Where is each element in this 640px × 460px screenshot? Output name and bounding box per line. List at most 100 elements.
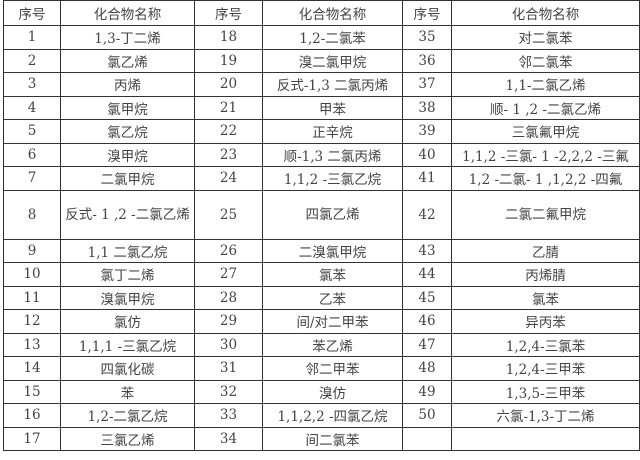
table-row: 1 1,3-丁二烯 18 1,2-二氯苯 35 对二氯苯 — [3, 25, 640, 50]
table-row: 16 1,2-二氯乙烷 33 1,1,2,2 -四氯乙烷 50 六氯-1,3-丁二烯 — [3, 403, 640, 428]
cell-number: 11 — [3, 285, 61, 310]
cell-compound-name: 甲苯 — [262, 95, 403, 120]
cell-compound-name: 1,2-二氯乙烷 — [60, 403, 195, 428]
cell-number: 2 — [3, 48, 61, 73]
table-row: 3 丙烯 20 反式-1,3 二氯丙烯 37 1,1-二氯乙烯 — [3, 72, 640, 97]
cell-number: 27 — [194, 262, 263, 287]
table-row: 2 氯乙烯 19 溴二氯甲烷 36 邻二氯苯 — [3, 48, 640, 73]
cell-compound-name: 1,1,2,2 -四氯乙烷 — [262, 403, 403, 428]
cell-compound-name: 间二氯苯 — [262, 426, 403, 451]
cell-compound-name: 乙腈 — [451, 238, 640, 263]
cell-compound-name: 对二氯苯 — [451, 25, 640, 50]
cell-compound-name: 1,2,4-三氯苯 — [451, 332, 640, 357]
cell-compound-name: 1,1-二氯乙烯 — [451, 72, 640, 97]
cell-compound-name — [451, 426, 640, 451]
cell-number: 12 — [3, 309, 61, 334]
cell-number: 10 — [3, 262, 61, 287]
cell-compound-name: 苯 — [60, 379, 195, 404]
cell-compound-name: 氯苯 — [451, 285, 640, 310]
cell-compound-name: 1,3-丁二烯 — [60, 25, 195, 50]
cell-number: 44 — [402, 262, 452, 287]
cell-compound-name: 溴氯甲烷 — [60, 285, 195, 310]
cell-compound-name: 丙烯腈 — [451, 262, 640, 287]
cell-number: 7 — [3, 166, 61, 191]
cell-number: 30 — [194, 332, 263, 357]
cell-compound-name: 反式- 1 ,2 -二氯乙烯 — [60, 189, 195, 240]
cell-number: 20 — [194, 72, 263, 97]
cell-number: 17 — [3, 426, 61, 451]
cell-compound-name: 顺-1,3 二氯丙烯 — [262, 142, 403, 167]
cell-number: 9 — [3, 238, 61, 263]
header-compound-name: 化合物名称 — [451, 0, 640, 26]
cell-compound-name: 丙烯 — [60, 72, 195, 97]
cell-number: 46 — [402, 309, 452, 334]
cell-compound-name: 1,2 -二氯- 1 ,1,2,2 -四氟 — [451, 166, 640, 191]
cell-compound-name: 苯乙烯 — [262, 332, 403, 357]
cell-compound-name: 三氯氟甲烷 — [451, 119, 640, 144]
cell-compound-name: 二氯二氟甲烷 — [451, 189, 640, 240]
cell-number: 49 — [402, 379, 452, 404]
cell-compound-name: 1,2,4-三甲苯 — [451, 356, 640, 381]
header-compound-name: 化合物名称 — [60, 0, 195, 26]
cell-number: 26 — [194, 238, 263, 263]
cell-number: 33 — [194, 403, 263, 428]
cell-compound-name: 氯苯 — [262, 262, 403, 287]
table-row: 17 三氯乙烯 34 间二氯苯 — [3, 426, 640, 451]
cell-compound-name: 氯仿 — [60, 309, 195, 334]
cell-number: 37 — [402, 72, 452, 97]
cell-compound-name: 氯甲烷 — [60, 95, 195, 120]
header-compound-name: 化合物名称 — [262, 0, 403, 26]
cell-number: 36 — [402, 48, 452, 73]
cell-number: 28 — [194, 285, 263, 310]
cell-number: 50 — [402, 403, 452, 428]
cell-number: 41 — [402, 166, 452, 191]
cell-number: 35 — [402, 25, 452, 50]
table-row: 10 氯丁二烯 27 氯苯 44 丙烯腈 — [3, 262, 640, 287]
cell-compound-name: 四氯乙烯 — [262, 189, 403, 240]
cell-number: 14 — [3, 356, 61, 381]
cell-number: 23 — [194, 142, 263, 167]
cell-number: 29 — [194, 309, 263, 334]
table-row: 5 氯乙烷 22 正辛烷 39 三氯氟甲烷 — [3, 119, 640, 144]
header-number: 序号 — [194, 0, 263, 26]
cell-number: 4 — [3, 95, 61, 120]
cell-compound-name: 溴二氯甲烷 — [262, 48, 403, 73]
cell-compound-name: 1,1,2 -三氯- 1 -2,2,2 -三氟 — [451, 142, 640, 167]
cell-number: 47 — [402, 332, 452, 357]
cell-number: 40 — [402, 142, 452, 167]
table-row: 6 溴甲烷 23 顺-1,3 二氯丙烯 40 1,1,2 -三氯- 1 -2,2,2 -三… — [3, 142, 640, 167]
cell-number: 22 — [194, 119, 263, 144]
cell-compound-name: 邻二氯苯 — [451, 48, 640, 73]
cell-number: 45 — [402, 285, 452, 310]
cell-compound-name: 溴甲烷 — [60, 142, 195, 167]
table-row: 7 二氯甲烷 24 1,1,2 -三氯乙烷 41 1,2 -二氯- 1 ,1,2,2 -四… — [3, 166, 640, 191]
cell-compound-name: 1,1,1 -三氯乙烷 — [60, 332, 195, 357]
table-row: 9 1,1 二氯乙烷 26 二溴氯甲烷 43 乙腈 — [3, 238, 640, 263]
cell-compound-name: 氯乙烷 — [60, 119, 195, 144]
cell-number: 13 — [3, 332, 61, 357]
cell-compound-name: 顺- 1 ,2 -二氯乙烯 — [451, 95, 640, 120]
cell-compound-name: 氯丁二烯 — [60, 262, 195, 287]
cell-compound-name: 1,2-二氯苯 — [262, 25, 403, 50]
cell-number: 25 — [194, 189, 263, 240]
cell-number: 16 — [3, 403, 61, 428]
cell-number: 43 — [402, 238, 452, 263]
cell-compound-name: 二溴氯甲烷 — [262, 238, 403, 263]
header-number: 序号 — [3, 0, 61, 26]
cell-compound-name: 三氯乙烯 — [60, 426, 195, 451]
cell-number: 38 — [402, 95, 452, 120]
compound-table: 序号 化合物名称 序号 化合物名称 序号 化合物名称 1 1,3-丁二烯 18 1,2… — [3, 0, 640, 451]
table-row: 15 苯 32 溴仿 49 1,3,5-三甲苯 — [3, 379, 640, 404]
cell-number: 31 — [194, 356, 263, 381]
cell-compound-name: 二氯甲烷 — [60, 166, 195, 191]
cell-compound-name: 四氯化碳 — [60, 356, 195, 381]
cell-compound-name: 邻二甲苯 — [262, 356, 403, 381]
cell-compound-name: 1,1,2 -三氯乙烷 — [262, 166, 403, 191]
table-row: 4 氯甲烷 21 甲苯 38 顺- 1 ,2 -二氯乙烯 — [3, 95, 640, 120]
header-row: 序号 化合物名称 序号 化合物名称 序号 化合物名称 — [3, 0, 640, 26]
cell-number: 24 — [194, 166, 263, 191]
header-number: 序号 — [402, 0, 452, 26]
cell-number: 19 — [194, 48, 263, 73]
cell-compound-name: 氯乙烯 — [60, 48, 195, 73]
cell-number: 34 — [194, 426, 263, 451]
